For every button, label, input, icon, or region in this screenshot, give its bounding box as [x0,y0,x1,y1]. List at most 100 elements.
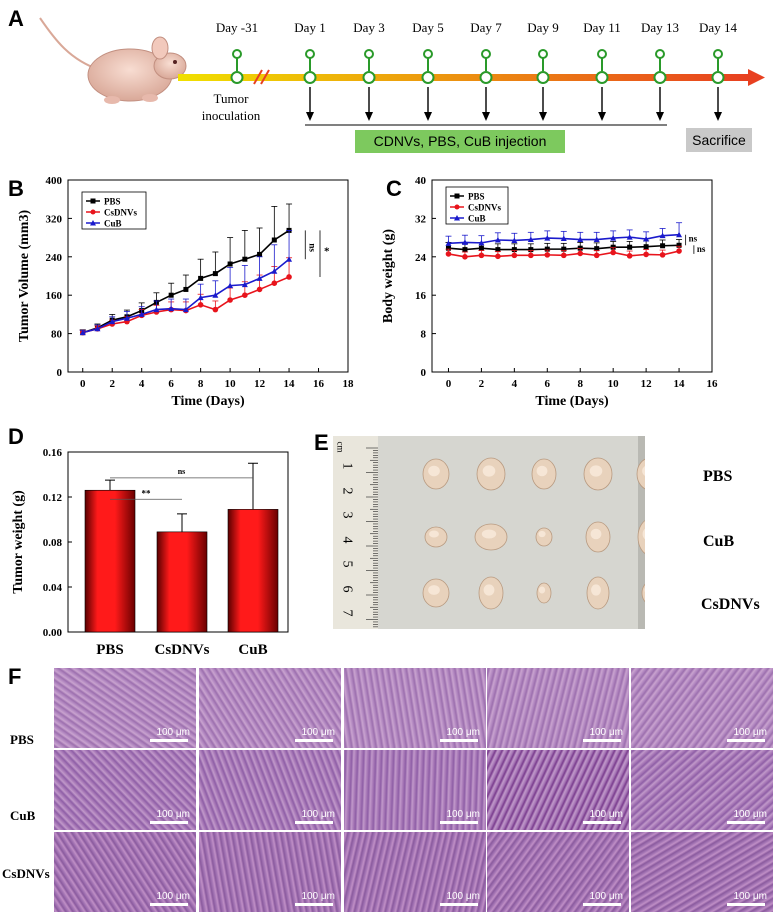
day-label: Day -31 [215,20,259,35]
legend-label: CsDNVs [104,208,138,218]
data-point [594,246,600,252]
scale-bar-label: 100 μm [446,727,480,738]
y-axis-label: Body weight (g) [381,229,396,323]
scale-bar-label: 100 μm [156,809,190,820]
x-tick-label: 14 [284,378,296,390]
timeline-node-top [423,49,433,59]
timeline-node-top [713,49,723,59]
ruler-unit: cm [335,441,346,453]
y-axis-label: Tumor weight (g) [11,490,26,594]
significance-ns: ns [178,467,186,476]
timeline-node [711,71,725,84]
data-point [593,252,600,259]
timeline-panel [39,17,765,153]
scale-bar [727,903,765,906]
day-label: Day 5 [412,20,444,35]
legend-label: CsDNVs [468,203,502,213]
legend-marker [90,209,96,215]
scale-bar [150,739,188,742]
y-tick-label: 400 [46,175,63,187]
x-tick-label: 10 [225,378,237,390]
significance-ns: ns [689,233,698,243]
legend-marker [90,220,96,226]
data-point [241,281,248,288]
y-tick-label: 0.08 [43,537,63,549]
scale-bar-label: 100 μm [446,809,480,820]
mouse-illustration [39,17,187,104]
x-category-label: CsDNVs [154,642,209,658]
scale-bar [295,739,333,742]
significance-ns: ns [307,243,317,252]
scale-bar [295,821,333,824]
bar-CuB [227,509,279,633]
y-tick-label: 160 [46,290,63,302]
data-point [511,237,518,243]
data-point [168,305,175,312]
scale-bar-label: 100 μm [156,727,190,738]
y-tick-label: 0 [421,367,427,379]
data-point [544,252,551,258]
data-point [242,292,248,298]
data-point [271,268,278,274]
x-axis-label: Time (Days) [171,394,245,409]
scale-bar-label: 100 μm [733,727,767,738]
timeline-node [303,71,317,84]
data-point [610,249,616,256]
injection-box [355,130,565,153]
arrowhead-icon [656,112,664,121]
scale-bar-label: 100 μm [301,727,335,738]
panel-label-a: A [8,6,24,31]
timeline-node [536,71,550,84]
scale-bar [150,821,188,824]
ruler-number: 2 [339,487,355,494]
timeline-node [653,71,667,84]
tumor-highlight [538,586,546,594]
data-point [495,253,501,260]
scale-bar [440,821,478,824]
arrowhead-icon [482,112,490,121]
y-tick-label: 240 [46,252,63,264]
data-point [212,292,219,298]
data-point [626,253,633,259]
tumor-highlight [481,529,497,539]
histology-image: 100 μm [54,832,196,912]
x-tick-label: 10 [608,378,620,390]
day-label: Day 9 [527,20,559,35]
data-point [643,244,649,250]
photo-row-label: CuB [703,533,735,550]
break-mark [253,69,263,85]
tumor-highlight [590,528,602,540]
legend-label: CuB [468,214,486,224]
plot-frame [67,179,349,373]
scale-bar [583,821,621,824]
day-label: Day 14 [699,20,737,35]
data-point [560,235,567,242]
data-point [478,252,485,259]
data-point [153,306,160,313]
arrowhead-icon [365,112,373,121]
tumor-volume-chart: 0 2 4 6 8 10 12 14 16 18 0 80 160 240 320 400 Time (Days… [17,175,355,409]
data-point [123,315,130,321]
data-point [445,240,452,246]
data-point [626,234,633,240]
tumor-inoculation-label: Tumor inoculation [201,91,261,123]
timeline-node [362,71,376,84]
histology-image: 100 μm [631,750,773,830]
significance-star: * [324,245,330,257]
ruler-number: 3 [339,511,355,519]
data-point [593,236,600,243]
histology-image: 100 μm [199,668,341,748]
data-point [445,251,452,257]
tumor-highlight [589,465,603,477]
histology-image: 100 μm [631,832,773,912]
injection-label: CDNVs, PBS, CuB injection [373,133,547,149]
x-tick-label: 18 [343,378,355,390]
data-point [528,252,534,259]
x-tick-label: 6 [545,378,551,390]
y-tick-label: 40 [415,175,427,187]
y-tick-label: 320 [46,213,63,225]
data-point [271,280,278,286]
y-tick-label: 0.16 [43,447,63,459]
data-point [577,250,584,257]
